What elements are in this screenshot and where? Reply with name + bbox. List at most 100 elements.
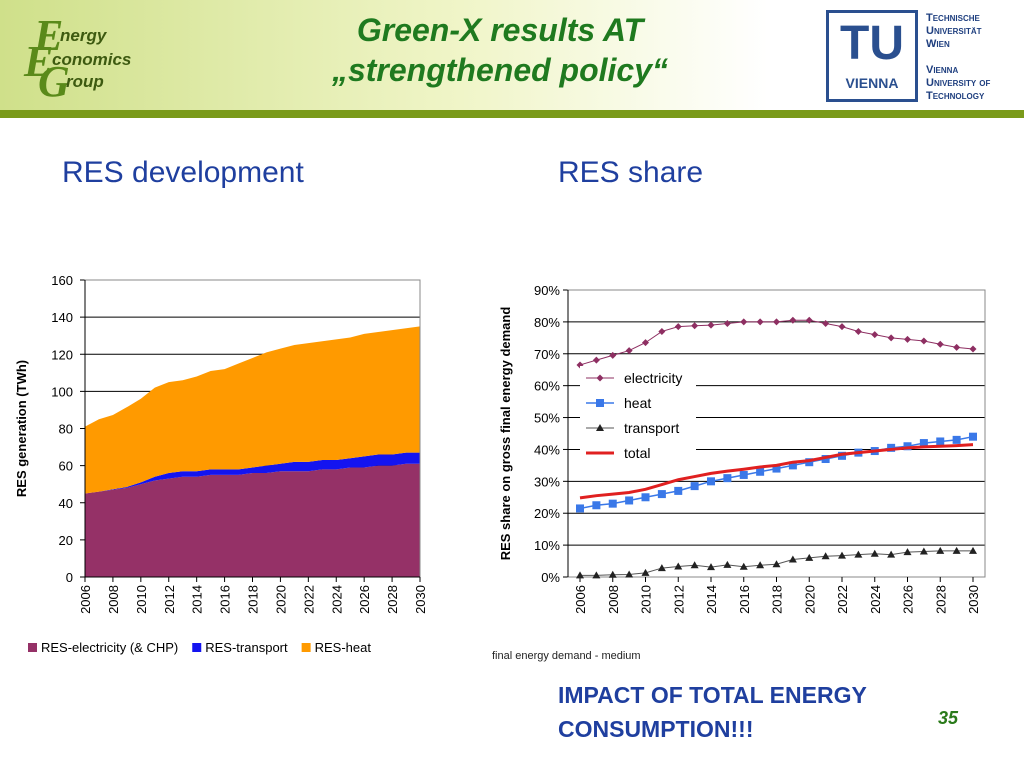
data-point (903, 442, 912, 451)
tu-logo-letters: TU (840, 17, 904, 70)
slide-title: Green-X results AT „strengthened policy“ (250, 10, 750, 90)
y-tick-label: 20 (59, 533, 73, 548)
data-point (953, 343, 961, 351)
y-tick-label: 0 (66, 570, 73, 585)
data-point (838, 551, 846, 559)
y-tick-label: 140 (51, 310, 73, 325)
y-tick-label: 10% (534, 538, 560, 553)
data-point (936, 437, 945, 446)
x-tick-label: 2022 (301, 585, 316, 614)
legend-label: electricity (624, 370, 682, 386)
data-point (740, 318, 748, 326)
logo-letter-e-mid: E (24, 37, 54, 86)
data-point (674, 486, 683, 495)
legend-label: heat (624, 395, 651, 411)
y-axis-title: RES share on gross final energy demand (498, 307, 513, 561)
data-point (788, 461, 797, 470)
data-point (707, 477, 715, 486)
series-total (579, 443, 974, 500)
x-tick-label: 2018 (770, 585, 785, 614)
y-tick-label: 60 (59, 459, 73, 474)
data-point (772, 464, 781, 473)
legend-swatch (28, 643, 37, 652)
data-point (772, 560, 781, 568)
logo-word-group: roup (66, 72, 104, 91)
x-tick-label: 2020 (802, 585, 817, 614)
data-point (642, 339, 649, 347)
logo-letter-e-top: E (34, 11, 64, 60)
data-point (641, 568, 650, 576)
data-point (919, 547, 928, 555)
data-point (723, 560, 732, 568)
data-point (838, 451, 846, 460)
data-point (773, 318, 780, 326)
tu-line: Technology (926, 90, 985, 102)
data-point (707, 321, 715, 329)
res-development-chart: 0 20 40 60 80 100 120 140 160 2006 2008 2010 2012 201… (14, 273, 428, 655)
data-point (674, 562, 683, 570)
data-point (576, 504, 584, 513)
data-point (596, 424, 604, 431)
x-tick-label: 2026 (357, 585, 372, 614)
x-tick-label: 2014 (704, 585, 719, 614)
x-tick-label: 2030 (413, 585, 428, 614)
legend-label: RES-heat (315, 640, 372, 655)
x-tick-label: 2024 (329, 585, 344, 614)
right-chart-title: RES share (558, 156, 704, 189)
tu-logo-text: Technische Universität Wien Vienna Unive… (926, 12, 990, 103)
series-electricity (576, 316, 977, 369)
tu-logo-badge: TU VIENNA (826, 10, 918, 102)
x-tick-label: 2006 (78, 585, 93, 614)
y-tick-label: 70% (534, 347, 560, 362)
data-point (658, 327, 666, 335)
legend-box (580, 366, 696, 466)
tu-line: Wien (926, 38, 950, 50)
data-point (657, 564, 666, 572)
data-point (920, 337, 928, 345)
data-point (674, 323, 682, 331)
x-tick-label: 2006 (573, 585, 588, 614)
data-point (625, 496, 634, 505)
data-point (596, 399, 604, 407)
logo-word-energy: nergy (60, 26, 107, 45)
data-point (739, 562, 748, 570)
x-tick-label: 2016 (737, 585, 752, 614)
data-point (821, 552, 830, 560)
data-point (870, 549, 879, 557)
x-tick-label: 2010 (134, 585, 149, 614)
logo-word-economics: conomics (52, 50, 132, 69)
data-point (952, 435, 961, 444)
area-res-electricity-chp- (85, 463, 420, 577)
data-point (969, 345, 977, 353)
series-transport (576, 546, 977, 579)
data-point (576, 361, 584, 369)
header-divider (0, 110, 1024, 118)
data-point (739, 470, 748, 479)
eeg-logo: E E G nergy conomics roup (18, 11, 168, 104)
impact-line2: CONSUMPTION!!! (558, 716, 754, 742)
data-point (608, 499, 617, 508)
x-tick-label: 2022 (835, 585, 850, 614)
data-point (969, 546, 977, 554)
data-point (625, 570, 634, 578)
data-point (887, 550, 896, 558)
y-tick-label: 30% (534, 474, 560, 489)
data-point (756, 318, 764, 326)
left-chart-title: RES development (62, 156, 304, 189)
data-point (723, 319, 731, 327)
data-point (969, 432, 977, 441)
legend: electricity heat transport total (580, 366, 696, 466)
data-point (887, 334, 895, 342)
legend-swatch (192, 643, 202, 652)
logo-letter-g: G (38, 57, 70, 106)
y-tick-label: 80 (59, 422, 73, 437)
y-axis-title: RES generation (TWh) (14, 360, 29, 497)
data-point (936, 340, 944, 348)
y-tick-label: 0% (541, 570, 560, 585)
area-res-heat (85, 326, 420, 494)
x-tick-label: 2028 (385, 585, 400, 614)
y-tick-label: 160 (51, 273, 73, 288)
legend-label: RES-electricity (& CHP) (41, 640, 178, 655)
x-tick-label: 2014 (190, 585, 205, 614)
chart-footnote: final energy demand - medium (492, 650, 641, 662)
